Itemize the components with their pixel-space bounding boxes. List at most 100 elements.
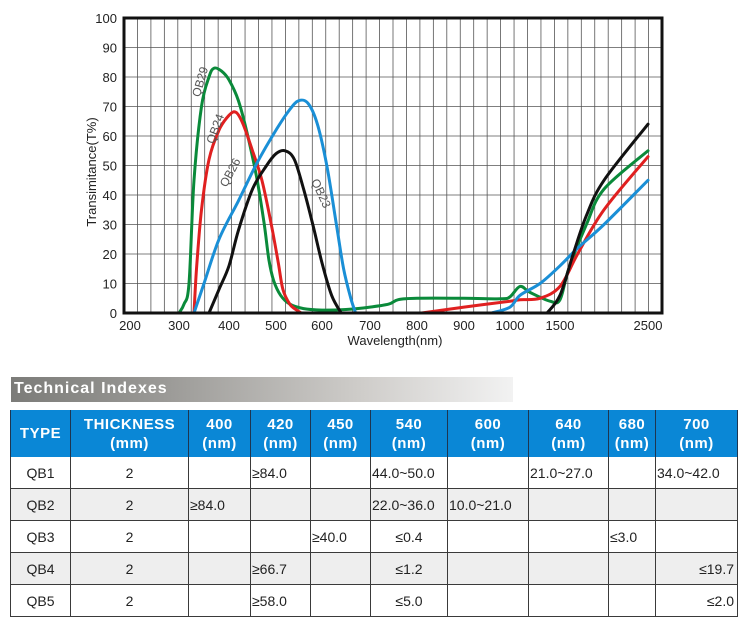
value-cell <box>447 584 529 617</box>
value-cell: ≥40.0 <box>310 520 371 553</box>
thickness-cell: 2 <box>70 520 189 553</box>
x-axis-label: Wavelength(nm) <box>348 333 443 348</box>
table-row: QB1 2 ≥84.0 44.0~50.0 21.0~27.0 34.0~42.0 <box>10 457 738 489</box>
y-tick-label: 80 <box>103 70 117 85</box>
column-header: TYPE <box>10 410 71 457</box>
series-label-qb26: QB26 <box>217 155 244 189</box>
technical-indexes-table: TYPE THICKNESS (mm) 400 (nm) 420 (nm) 450 (nm) 54… <box>10 410 738 617</box>
table-row: QB5 2 ≥58.0 ≤5.0 ≤2.0 <box>10 584 738 617</box>
column-header-unit: (nm) <box>551 434 586 452</box>
value-cell <box>528 520 609 553</box>
thickness-cell: 2 <box>70 488 189 521</box>
value-cell <box>608 457 656 489</box>
value-cell: ≥66.7 <box>250 552 311 585</box>
y-axis-label: Transimitance(T%) <box>84 117 99 226</box>
value-cell <box>188 520 251 553</box>
table-row: QB4 2 ≥66.7 ≤1.2 ≤19.7 <box>10 552 738 585</box>
x-tick-label: 600 <box>311 318 333 333</box>
column-header: 680 (nm) <box>608 410 656 457</box>
column-header-label: 680 <box>618 415 646 433</box>
value-cell <box>310 488 371 521</box>
plot-frame <box>122 16 664 315</box>
y-tick-label: 70 <box>103 100 117 115</box>
table-row: QB2 2 ≥84.0 22.0~36.0 10.0~21.0 <box>10 488 738 521</box>
value-cell: ≤5.0 <box>370 584 448 617</box>
x-tick-label: 500 <box>265 318 287 333</box>
x-tick-label: 1000 <box>496 318 525 333</box>
type-cell: QB2 <box>10 488 71 521</box>
value-cell <box>310 552 371 585</box>
column-header-unit: (nm) <box>263 434 298 452</box>
y-tick-labels: 0 10 20 30 40 50 60 70 80 90 100 <box>95 11 117 321</box>
section-header: Technical Indexes <box>11 377 513 402</box>
value-cell <box>250 488 311 521</box>
y-tick-label: 60 <box>103 129 117 144</box>
value-cell: 22.0~36.0 <box>370 488 448 521</box>
value-cell <box>608 488 656 521</box>
series-qb23-line <box>207 148 343 313</box>
x-tick-label: 2500 <box>634 318 663 333</box>
column-header: THICKNESS (mm) <box>70 410 189 457</box>
value-cell <box>447 552 529 585</box>
column-header-label: 640 <box>555 415 582 433</box>
value-cell: 21.0~27.0 <box>528 457 609 489</box>
value-cell: ≤19.7 <box>655 552 738 585</box>
value-cell <box>608 584 656 617</box>
column-header: 540 (nm) <box>370 410 448 457</box>
value-cell <box>310 584 371 617</box>
column-header-label: 600 <box>474 415 502 433</box>
thickness-cell: 2 <box>70 584 189 617</box>
y-tick-label: 0 <box>110 306 117 321</box>
x-tick-label: 700 <box>359 318 381 333</box>
chart-grid <box>124 17 662 314</box>
thickness-cell: 2 <box>70 457 189 489</box>
y-tick-label: 40 <box>103 188 117 203</box>
column-header-unit: (nm) <box>614 434 650 452</box>
type-cell: QB1 <box>10 457 71 489</box>
column-header: 600 (nm) <box>447 410 529 457</box>
column-header-unit: (nm) <box>202 434 237 452</box>
thickness-cell: 2 <box>70 552 189 585</box>
series-label-qb24: QB24 <box>203 112 227 146</box>
y-tick-label: 10 <box>103 277 117 292</box>
value-cell: ≥58.0 <box>250 584 311 617</box>
column-header-label: 420 <box>267 415 294 433</box>
x-tick-label: 1500 <box>546 318 575 333</box>
value-cell: 34.0~42.0 <box>655 457 738 489</box>
value-cell <box>447 457 529 489</box>
value-cell: ≤3.0 <box>608 520 656 553</box>
value-cell: ≥84.0 <box>250 457 311 489</box>
column-header-label: 450 <box>327 415 354 433</box>
value-cell <box>447 520 529 553</box>
column-header-label: 400 <box>206 415 233 433</box>
value-cell <box>608 552 656 585</box>
series-qb29-line <box>177 66 650 313</box>
column-header-unit: (nm) <box>679 434 714 452</box>
column-header: 420 (nm) <box>250 410 311 457</box>
value-cell: 10.0~21.0 <box>447 488 529 521</box>
series-qb24-line <box>192 110 303 313</box>
type-cell: QB3 <box>10 520 71 553</box>
value-cell <box>528 552 609 585</box>
value-cell: ≥84.0 <box>188 488 251 521</box>
value-cell: ≤1.2 <box>370 552 448 585</box>
x-tick-label: 200 <box>119 318 141 333</box>
value-cell <box>188 584 251 617</box>
value-cell: 44.0~50.0 <box>370 457 448 489</box>
column-header-label: 700 <box>683 415 710 433</box>
series-qb23-line-ir <box>545 122 650 313</box>
transmittance-chart: 0 10 20 30 40 50 60 70 80 90 100 200 300 400 500 600 70… <box>84 11 664 348</box>
chart-curves <box>177 66 650 313</box>
value-cell <box>188 552 251 585</box>
x-tick-labels: 200 300 400 500 600 700 800 900 1000 1500 2500 <box>119 318 662 333</box>
column-header-unit: (mm) <box>110 434 149 452</box>
column-header: 400 (nm) <box>188 410 251 457</box>
value-cell: ≤2.0 <box>655 584 738 617</box>
column-header: 640 (nm) <box>528 410 609 457</box>
y-tick-label: 90 <box>103 41 117 56</box>
y-tick-label: 100 <box>95 11 117 26</box>
y-tick-label: 20 <box>103 247 117 262</box>
x-tick-label: 800 <box>406 318 428 333</box>
column-header-unit: (nm) <box>391 434 427 452</box>
type-cell: QB5 <box>10 584 71 617</box>
